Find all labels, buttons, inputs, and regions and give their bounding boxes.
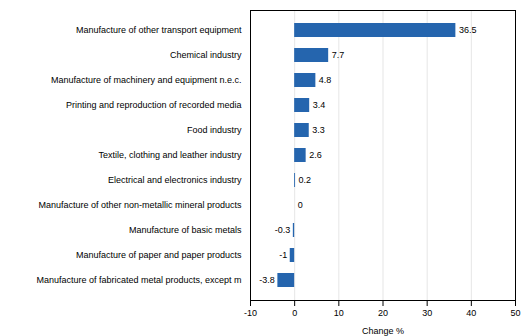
svg-text:40: 40 [466,308,476,318]
svg-text:-10: -10 [244,308,257,318]
svg-text:Manufacture of other non-metal: Manufacture of other non-metallic minera… [38,200,242,210]
svg-text:3.3: 3.3 [312,125,325,135]
svg-text:0.2: 0.2 [299,175,312,185]
svg-text:Chemical industry: Chemical industry [170,50,242,60]
svg-text:4.8: 4.8 [319,75,332,85]
svg-text:10: 10 [334,308,344,318]
svg-text:3.4: 3.4 [313,100,326,110]
svg-text:Manufacture of basic metals: Manufacture of basic metals [129,225,242,235]
svg-text:Textile, clothing and leather: Textile, clothing and leather industry [98,150,242,160]
svg-text:7.7: 7.7 [332,50,345,60]
svg-text:Manufacture of fabricated meta: Manufacture of fabricated metal products… [36,275,241,285]
svg-text:Printing and reproduction of r: Printing and reproduction of recorded me… [66,100,242,110]
svg-text:-0.3: -0.3 [275,225,291,235]
svg-text:0: 0 [292,308,297,318]
svg-text:2.6: 2.6 [309,150,322,160]
svg-text:-1: -1 [279,250,287,260]
svg-text:36.5: 36.5 [459,25,477,35]
svg-text:Electrical and electronics ind: Electrical and electronics industry [108,175,242,185]
svg-text:Change %: Change % [362,326,404,336]
svg-text:30: 30 [422,308,432,318]
svg-text:-3.8: -3.8 [259,275,275,285]
svg-text:Manufacture of other transport: Manufacture of other transport equipment [76,25,242,35]
svg-text:Manufacture of machinery and e: Manufacture of machinery and equipment n… [51,75,242,85]
svg-text:20: 20 [378,308,388,318]
svg-text:Food industry: Food industry [187,125,242,135]
svg-text:0: 0 [298,200,303,210]
svg-text:50: 50 [510,308,520,318]
svg-text:Manufacture of paper and paper: Manufacture of paper and paper products [76,250,242,260]
